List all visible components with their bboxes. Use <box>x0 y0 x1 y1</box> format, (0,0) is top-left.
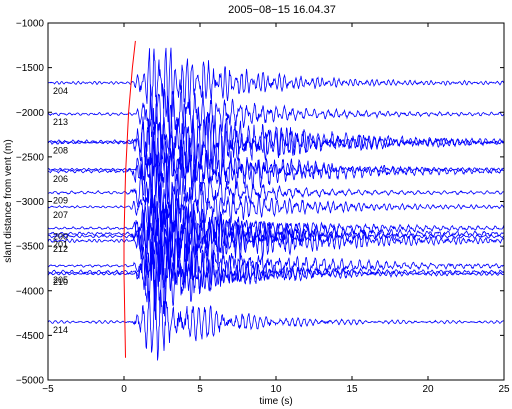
seismogram-trace <box>47 84 505 150</box>
seismogram-trace <box>47 181 505 235</box>
y-tick-label: −1500 <box>16 63 45 74</box>
station-label: 205 <box>53 275 68 285</box>
x-tick-label: 0 <box>121 384 127 395</box>
seismogram-traces <box>47 47 505 361</box>
station-label: 213 <box>53 117 68 127</box>
station-label: 210 <box>53 277 68 287</box>
y-tick-label: −4000 <box>16 286 45 297</box>
seismogram-trace <box>47 152 505 235</box>
y-tick-label: −4500 <box>16 331 45 342</box>
seismogram-trace <box>47 136 505 216</box>
x-axis-ticks: −5 0 5 10 15 20 25 <box>42 23 510 395</box>
x-tick-label: 20 <box>422 384 434 395</box>
station-label: 212 <box>53 244 68 254</box>
y-tick-label: −3000 <box>16 197 45 208</box>
station-label: 207 <box>53 210 68 220</box>
station-label: 209 <box>53 196 68 206</box>
x-tick-label: 10 <box>270 384 282 395</box>
seismogram-trace <box>47 240 505 314</box>
station-label: 214 <box>53 325 68 335</box>
station-label: 206 <box>53 174 68 184</box>
x-tick-label: −5 <box>42 384 54 395</box>
chart-title: 2005−08−15 16.04.37 <box>228 4 336 16</box>
y-tick-label: −5000 <box>16 376 45 387</box>
x-axis-label: time (s) <box>259 396 292 407</box>
x-tick-label: 25 <box>498 384 510 395</box>
seismogram-trace <box>47 47 505 123</box>
seismogram-trace <box>47 101 504 183</box>
x-tick-label: 5 <box>197 384 203 395</box>
seismogram-trace <box>47 279 505 361</box>
seismogram-trace <box>47 201 505 282</box>
seismogram-trace <box>47 107 505 174</box>
y-tick-label: −2500 <box>16 152 45 163</box>
y-tick-label: −1000 <box>16 19 45 30</box>
y-tick-label: −3500 <box>16 242 45 253</box>
seismogram-trace <box>47 233 505 321</box>
y-axis-label: slant distance from vent (m) <box>3 139 14 262</box>
plot-frame <box>47 22 505 381</box>
station-label: 201 <box>53 239 68 249</box>
station-label: 200 <box>53 231 68 241</box>
x-tick-label: 15 <box>346 384 358 395</box>
moveout-curve <box>123 40 136 358</box>
seismogram-trace <box>47 131 504 201</box>
station-label: 208 <box>53 146 68 156</box>
station-label: 204 <box>53 86 68 96</box>
y-tick-label: −2000 <box>16 108 45 119</box>
y-axis-ticks: −5000 −4500 −4000 −3500 −3000 −2500 −2000 −1500… <box>16 19 504 387</box>
